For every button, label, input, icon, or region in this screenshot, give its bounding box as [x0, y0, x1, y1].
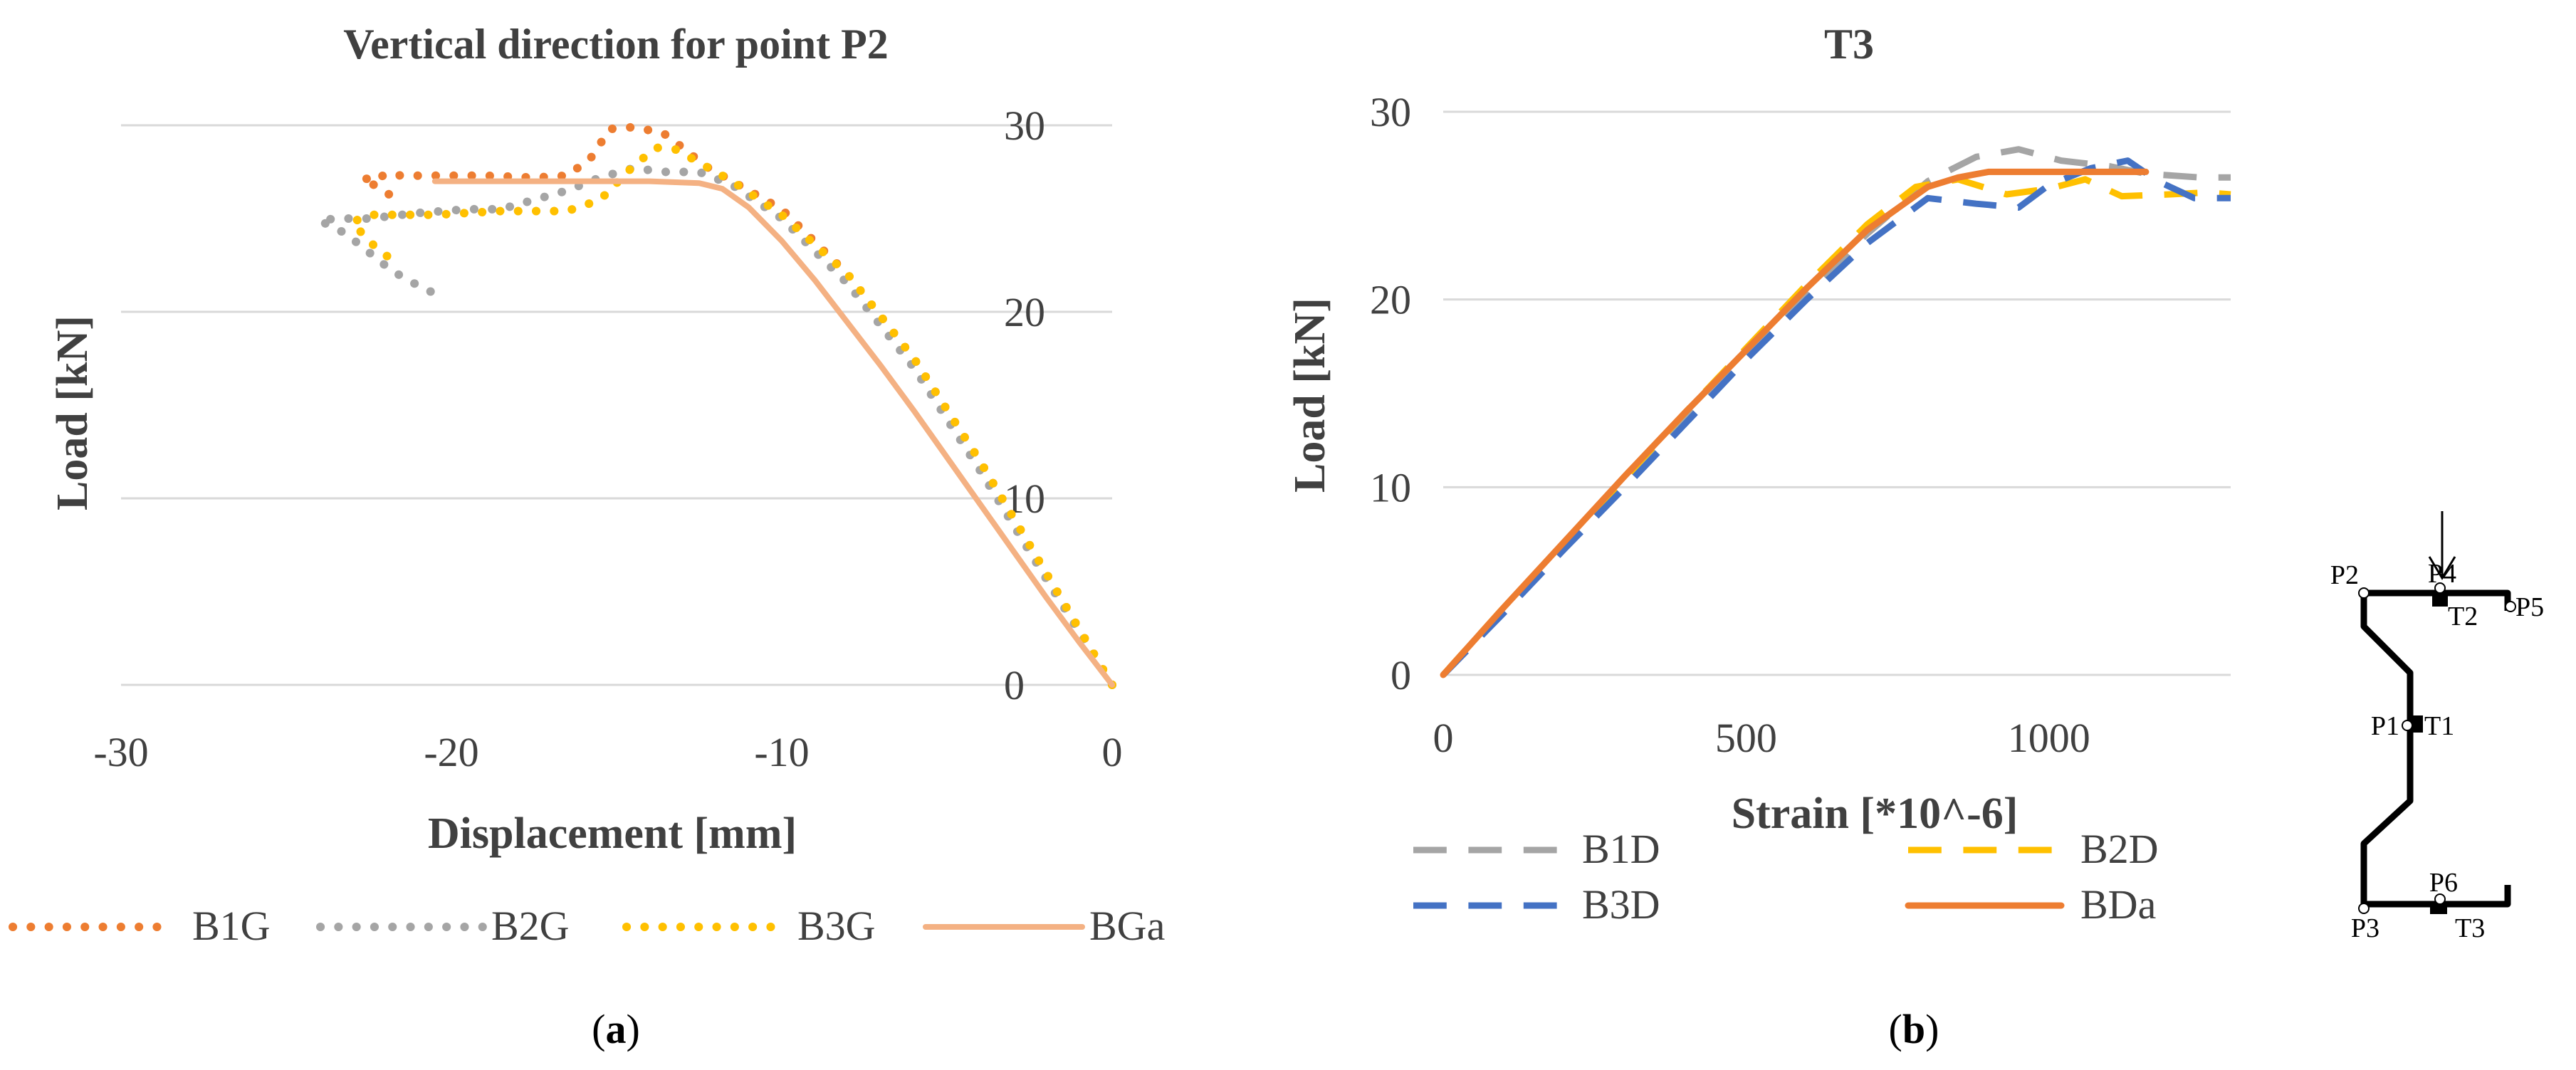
chart-b-strain: T3 0 10 20 30 0 500 1000 Load [kN] Strain [*1…	[1286, 21, 2231, 1052]
gauge-t1-marker	[2412, 715, 2423, 733]
chart-b-legend: B1D B2D B3D BDa	[1413, 826, 2159, 928]
chart-a-y-axis-label: Load [kN]	[48, 315, 97, 510]
chart-b-x-axis-label: Strain [*10^-6]	[1732, 790, 2019, 838]
chart-b-gridlines	[1443, 110, 2231, 676]
point-p6-marker	[2434, 893, 2446, 905]
chart-a-x-tick-label: -20	[424, 729, 478, 775]
series-bga-line	[431, 178, 1115, 688]
point-p2-marker	[2358, 587, 2370, 599]
chart-b-title: T3	[1824, 21, 1874, 68]
series-b3d-line	[1440, 157, 2231, 678]
panel-label-b: (b)	[1889, 1006, 1939, 1052]
series-bda-line	[1440, 168, 2150, 678]
chart-a-y-tick-label: 0	[1004, 662, 1025, 708]
legend-label-b1g: B1G	[192, 903, 271, 949]
chart-b-x-tick-label: 1000	[2008, 715, 2090, 761]
chart-b-y-axis-label: Load [kN]	[1286, 298, 1334, 493]
chart-b-y-tick-label: 30	[1370, 89, 1411, 135]
label-t1: T1	[2424, 711, 2454, 741]
label-p3: P3	[2351, 913, 2379, 943]
chart-b-x-ticks: 0 500 1000	[1433, 715, 2090, 761]
cross-section-diagram: P2 P4 P5 T2 P1 T1 P6 P3 T3	[2330, 511, 2544, 943]
series-b1d-line	[1440, 146, 2231, 678]
chart-b-x-tick-label: 500	[1715, 715, 1777, 761]
chart-a-displacement: Vertical direction for point P2 0102030 …	[9, 21, 1165, 1052]
load-arrow-icon	[2428, 511, 2456, 580]
chart-b-y-ticks: 0 10 20 30	[1370, 89, 1411, 698]
legend-label-b1d: B1D	[1582, 826, 1660, 872]
chart-b-y-tick-label: 10	[1370, 464, 1411, 510]
point-p4-marker	[2434, 582, 2446, 594]
point-p1-marker	[2402, 720, 2413, 731]
series-b2g-line	[315, 164, 1116, 689]
point-p3-marker	[2358, 903, 2370, 914]
series-b3g-line	[347, 143, 1116, 689]
chart-b-x-tick-label: 0	[1433, 715, 1454, 761]
label-p4: P4	[2428, 559, 2456, 589]
point-p5-marker	[2505, 601, 2516, 612]
legend-label-bga: BGa	[1089, 903, 1165, 949]
chart-a-legend: B1G B2G B3G BGa	[9, 903, 1165, 949]
legend-label-b2g: B2G	[491, 903, 570, 949]
label-p1: P1	[2371, 711, 2399, 741]
chart-b-series	[1440, 146, 2231, 678]
chart-a-title: Vertical direction for point P2	[343, 21, 888, 68]
gauge-t2-marker	[2432, 595, 2448, 607]
chart-a-x-tick-label: -10	[754, 729, 809, 775]
chart-a-x-axis-label: Displacement [mm]	[428, 809, 797, 858]
chart-a-y-tick-label: 20	[1004, 289, 1045, 335]
gauge-t3-marker	[2430, 901, 2447, 914]
legend-label-b3d: B3D	[1582, 881, 1660, 928]
label-p6: P6	[2429, 868, 2458, 898]
chart-b-y-tick-label: 20	[1370, 277, 1411, 323]
label-t3: T3	[2455, 913, 2485, 943]
chart-a-gridlines	[121, 124, 1112, 686]
chart-a-x-tick-label: -30	[93, 729, 148, 775]
legend-label-b2d: B2D	[2080, 826, 2159, 872]
series-b2d-line	[1440, 176, 2231, 678]
legend-label-b3g: B3G	[797, 903, 876, 949]
chart-b-y-tick-label: 0	[1391, 652, 1411, 698]
label-p2: P2	[2330, 560, 2359, 590]
chart-a-y-tick-label: 30	[1004, 103, 1045, 149]
legend-label-bda: BDa	[2080, 881, 2156, 928]
label-p5: P5	[2515, 592, 2544, 622]
z-section-profile	[2360, 589, 2511, 908]
chart-a-x-tick-label: 0	[1102, 729, 1123, 775]
chart-a-series	[315, 122, 1116, 689]
chart-a-x-ticks: -30 -20 -10 0	[93, 729, 1122, 775]
panel-label-a: (a)	[592, 1006, 640, 1052]
label-t2: T2	[2448, 602, 2478, 631]
